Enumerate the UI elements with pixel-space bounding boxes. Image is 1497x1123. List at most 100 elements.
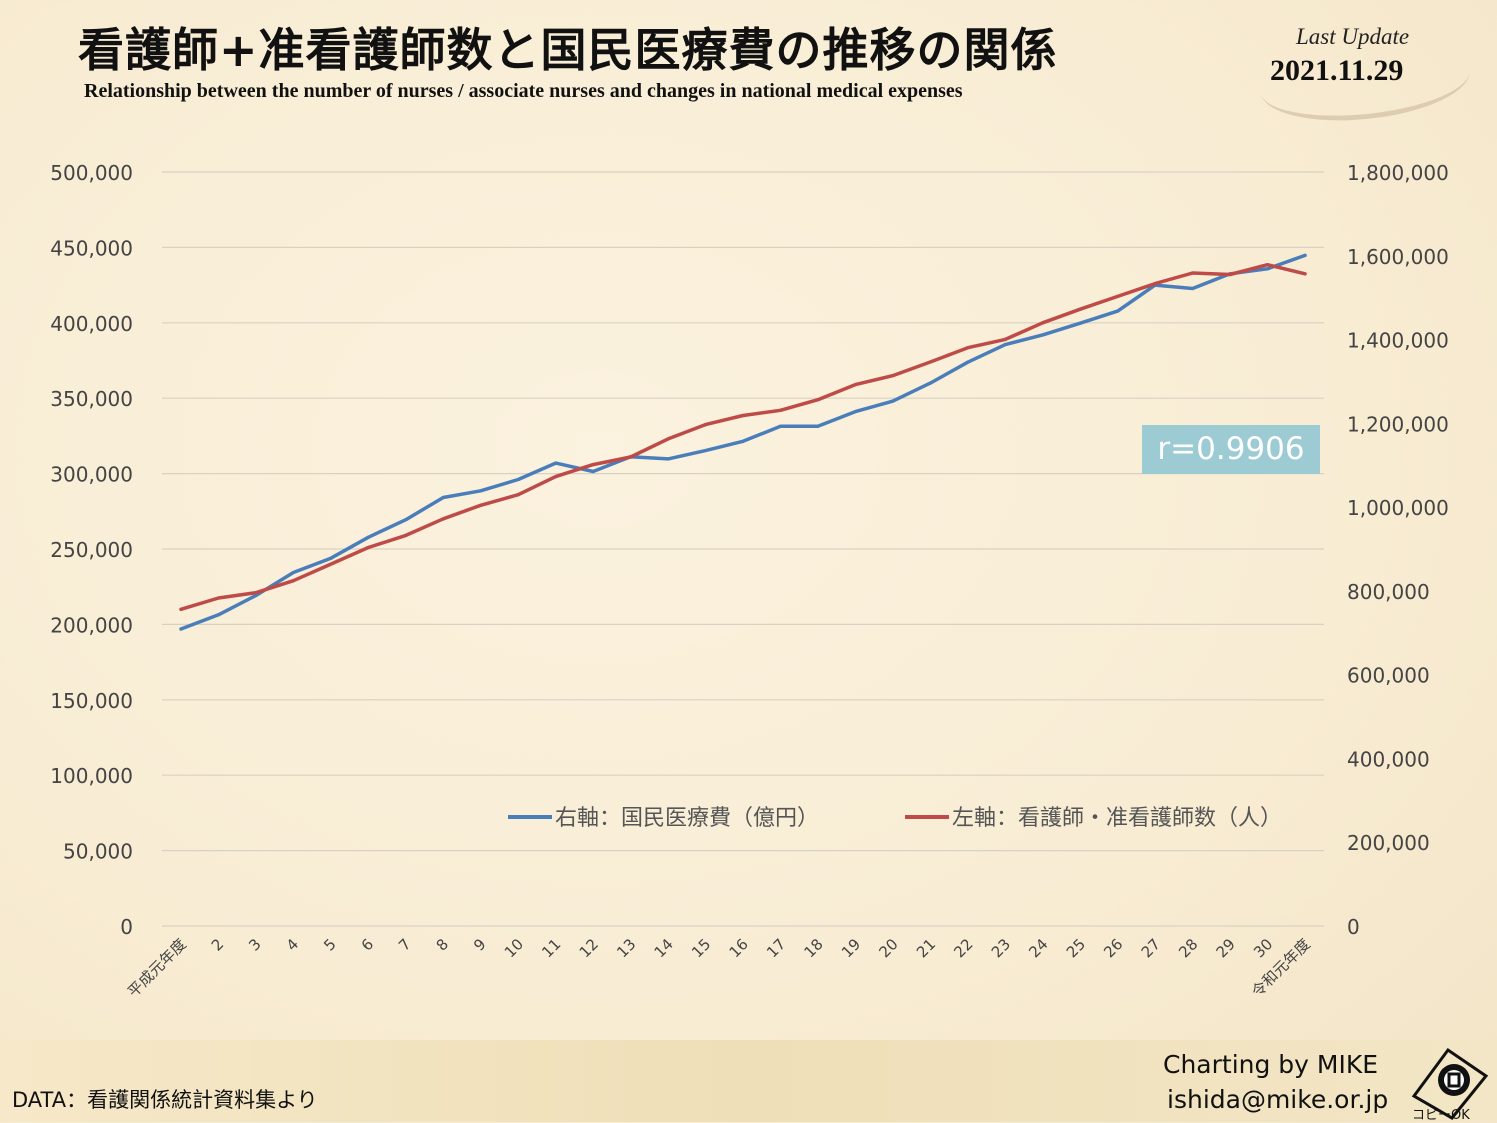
series-point [329, 562, 333, 566]
line-chart: 0 50,000 100,000 150,000 200,000 250,000 300,0… [50, 161, 1449, 1001]
x-axis-tick-label: 9 [470, 935, 489, 954]
x-axis-tick-label: 8 [433, 935, 452, 954]
x-axis-tick-label: 27 [1138, 935, 1164, 961]
x-axis-tick-label: 17 [763, 935, 789, 961]
series-point [404, 518, 408, 522]
right-axis-tick-label: 1,600,000 [1347, 245, 1449, 269]
right-axis-tick-label: 1,000,000 [1347, 496, 1449, 520]
series-point [1116, 309, 1120, 313]
series-point [554, 461, 558, 465]
left-axis-tick-label: 250,000 [50, 538, 133, 562]
x-axis-tick-label: 16 [726, 935, 752, 961]
series-point [778, 408, 783, 412]
x-axis-tick-label: 23 [988, 935, 1014, 961]
series-point [591, 462, 595, 467]
series-point [1078, 321, 1082, 325]
series-point [254, 593, 258, 598]
x-axis-tick-label: 10 [501, 935, 527, 961]
x-axis-tick-label: 12 [576, 935, 602, 961]
series-point [666, 437, 670, 441]
series-point [179, 607, 183, 611]
legend-label: 左軸：看護師・准看護師数（人） [952, 806, 1282, 831]
series-point [1191, 271, 1195, 275]
correlation-badge: r=0.9906 [1142, 425, 1320, 474]
left-axis-tick-label: 300,000 [50, 463, 133, 487]
series-point [554, 475, 558, 479]
left-axis-tick-label: 100,000 [50, 764, 133, 788]
left-axis-tick-label: 200,000 [50, 613, 133, 637]
x-axis-tick-label: 25 [1063, 935, 1089, 961]
series-point [254, 591, 258, 595]
series-point [966, 346, 970, 350]
series-point [1228, 272, 1232, 277]
series-point [291, 570, 295, 575]
series-point [216, 596, 221, 600]
x-axis-tick-label: 4 [283, 935, 302, 954]
series-point [1153, 281, 1157, 286]
series-point [891, 373, 895, 378]
series-point [1265, 267, 1270, 271]
x-axis-tick-label: 13 [613, 935, 639, 961]
right-axis-tick-label: 400,000 [1347, 747, 1430, 771]
x-axis-tick-label: 5 [320, 935, 339, 954]
x-axis-tick-label: 21 [913, 935, 939, 961]
series-point [441, 495, 445, 500]
right-axis-tick-label: 600,000 [1347, 664, 1430, 688]
series-point [1078, 307, 1082, 311]
x-axis-tick-label: 24 [1025, 935, 1051, 961]
series-point [703, 448, 708, 453]
credit-author: Charting by MIKE [1163, 1050, 1379, 1079]
x-axis-tick-label: 11 [538, 935, 564, 961]
series-point [853, 410, 858, 414]
x-axis-tick-label: 26 [1100, 935, 1126, 961]
x-axis-tick-label: 22 [950, 935, 976, 961]
series-point [216, 613, 221, 617]
series-point [1303, 253, 1307, 257]
x-axis-tick-label: 29 [1213, 935, 1239, 961]
series-point [366, 545, 370, 550]
series-point [1003, 337, 1007, 341]
series-point [591, 469, 595, 474]
series-point [1003, 342, 1007, 347]
x-axis-tick-label: 20 [875, 935, 901, 961]
left-axis-tick-label: 0 [120, 915, 133, 939]
series-point [1041, 321, 1045, 325]
last-update-date: 2021.11.29 [1270, 54, 1404, 87]
x-axis-tick-label: 3 [245, 935, 264, 954]
series-point [479, 503, 483, 507]
x-axis-tick-label: 2 [208, 935, 227, 954]
copy-ok-label: コピーOK [1412, 1108, 1470, 1123]
series-point [741, 439, 745, 443]
copy-ok-logo-icon [1411, 1047, 1489, 1120]
series-point [629, 455, 633, 459]
left-axis-tick-label: 500,000 [50, 161, 133, 185]
series-point [1041, 333, 1045, 337]
series-point [179, 627, 183, 631]
x-axis-tick-label: 18 [801, 935, 827, 961]
data-source-note: DATA：看護関係統計資料集より [12, 1088, 318, 1112]
series-point [853, 383, 858, 387]
series-point [816, 424, 820, 428]
x-axis-tick-label: 7 [395, 935, 414, 954]
series-point [1116, 294, 1120, 299]
series-point [1265, 263, 1270, 267]
credit-email[interactable]: ishida@mike.or.jp [1167, 1085, 1389, 1114]
x-axis-tick-label: 6 [358, 935, 377, 954]
series-point [516, 477, 520, 482]
left-axis-tick-label: 350,000 [50, 387, 133, 411]
series-point [928, 381, 932, 385]
left-axis-tick-label: 50,000 [63, 840, 133, 864]
right-axis-tick-label: 1,200,000 [1347, 412, 1449, 436]
series-point [666, 457, 670, 461]
series-point [516, 493, 520, 497]
series-point [1191, 286, 1195, 291]
series-point [778, 424, 783, 428]
x-axis-tick-label: 15 [688, 935, 714, 961]
left-axis-tick-label: 150,000 [50, 689, 133, 713]
series-point [741, 413, 745, 418]
right-axis-tick-label: 1,400,000 [1347, 329, 1449, 353]
chart-subtitle: Relationship between the number of nurse… [84, 80, 963, 102]
series-point [966, 360, 970, 364]
series-point [366, 535, 370, 539]
right-axis-tick-label: 200,000 [1347, 831, 1430, 855]
